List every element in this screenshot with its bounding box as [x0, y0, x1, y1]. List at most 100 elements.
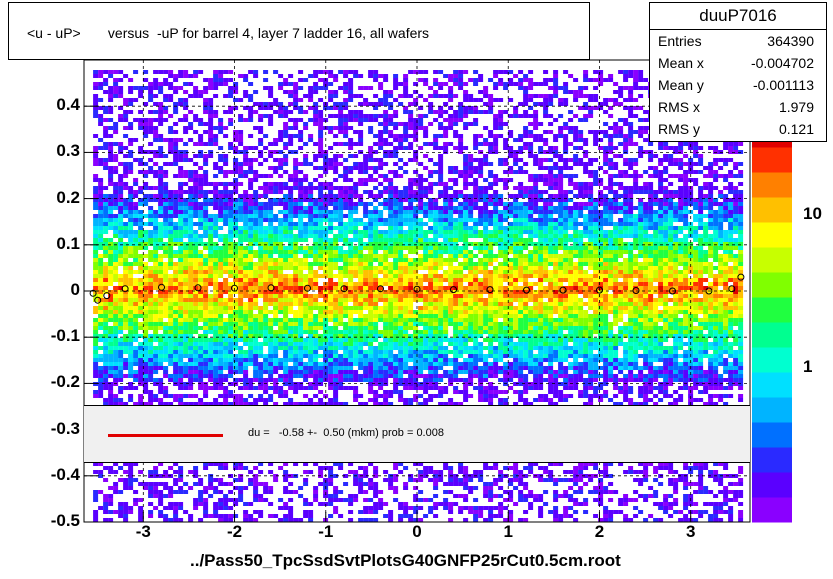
heatmap-cell — [368, 246, 374, 250]
heatmap-cell — [133, 326, 139, 330]
heatmap-cell — [228, 366, 234, 370]
heatmap-cell — [108, 118, 114, 122]
heatmap-cell — [128, 386, 134, 390]
heatmap-cell — [268, 270, 274, 274]
heatmap-cell — [303, 502, 309, 506]
heatmap-cell — [283, 350, 289, 354]
heatmap-cell — [293, 166, 299, 170]
heatmap-cell — [353, 118, 359, 122]
heatmap-cell — [168, 342, 174, 346]
heatmap-cell — [263, 318, 269, 322]
heatmap-cell — [263, 338, 269, 342]
heatmap-cell — [318, 138, 324, 142]
heatmap-cell — [273, 514, 279, 518]
heatmap-cell — [178, 222, 184, 226]
heatmap-cell — [103, 322, 109, 326]
heatmap-cell — [98, 270, 104, 274]
heatmap-cell — [338, 254, 344, 258]
heatmap-cell — [208, 378, 214, 382]
heatmap-cell — [273, 198, 279, 202]
heatmap-cell — [208, 118, 214, 122]
heatmap-cell — [258, 226, 264, 230]
heatmap-cell — [183, 82, 189, 86]
heatmap-cell — [148, 166, 154, 170]
heatmap-cell — [363, 330, 369, 334]
heatmap-cell — [158, 302, 164, 306]
heatmap-cell — [368, 222, 374, 226]
heatmap-cell — [408, 298, 414, 302]
heatmap-cell — [358, 290, 364, 294]
heatmap-cell — [93, 238, 99, 242]
heatmap-cell — [378, 382, 384, 386]
heatmap-cell — [213, 362, 219, 366]
heatmap-cell — [143, 274, 149, 278]
heatmap-cell — [293, 270, 299, 274]
heatmap-cell — [218, 346, 224, 350]
heatmap-cell — [103, 90, 109, 94]
heatmap-cell — [343, 386, 349, 390]
heatmap-cell — [228, 202, 234, 206]
heatmap-cell — [283, 274, 289, 278]
heatmap-cell — [268, 118, 274, 122]
heatmap-cell — [113, 214, 119, 218]
heatmap-cell — [413, 278, 419, 282]
heatmap-cell — [388, 370, 394, 374]
heatmap-cell — [293, 338, 299, 342]
heatmap-cell — [313, 202, 319, 206]
heatmap-cell — [233, 86, 239, 90]
heatmap-cell — [188, 346, 194, 350]
heatmap-cell — [178, 366, 184, 370]
heatmap-cell — [333, 162, 339, 166]
heatmap-cell — [258, 126, 264, 130]
heatmap-cell — [383, 322, 389, 326]
heatmap-cell — [243, 314, 249, 318]
heatmap-cell — [253, 290, 259, 294]
heatmap-cell — [263, 362, 269, 366]
heatmap-cell — [173, 490, 179, 494]
heatmap-cell — [173, 330, 179, 334]
heatmap-cell — [103, 302, 109, 306]
heatmap-cell — [133, 498, 139, 502]
heatmap-cell — [333, 374, 339, 378]
heatmap-cell — [253, 70, 259, 74]
heatmap-cell — [388, 254, 394, 258]
heatmap-cell — [108, 198, 114, 202]
heatmap-cell — [333, 294, 339, 298]
heatmap-cell — [308, 510, 314, 514]
heatmap-cell — [303, 402, 309, 406]
heatmap-cell — [203, 402, 209, 406]
heatmap-cell — [338, 126, 344, 130]
heatmap-cell — [263, 358, 269, 362]
heatmap-cell — [203, 498, 209, 502]
heatmap-cell — [178, 382, 184, 386]
heatmap-cell — [403, 90, 409, 94]
heatmap-cell — [333, 322, 339, 326]
heatmap-cell — [403, 326, 409, 330]
heatmap-cell — [203, 258, 209, 262]
heatmap-cell — [243, 302, 249, 306]
heatmap-cell — [153, 170, 159, 174]
heatmap-cell — [143, 386, 149, 390]
heatmap-cell — [103, 386, 109, 390]
heatmap-cell — [348, 110, 354, 114]
heatmap-cell — [238, 330, 244, 334]
heatmap-cell — [198, 142, 204, 146]
heatmap-cell — [318, 262, 324, 266]
heatmap-cell — [313, 214, 319, 218]
heatmap-cell — [368, 322, 374, 326]
heatmap-cell — [133, 370, 139, 374]
heatmap-cell — [388, 122, 394, 126]
heatmap-cell — [348, 98, 354, 102]
heatmap-cell — [313, 154, 319, 158]
heatmap-cell — [378, 330, 384, 334]
heatmap-cell — [178, 182, 184, 186]
heatmap-cell — [388, 346, 394, 350]
heatmap-cell — [123, 214, 129, 218]
heatmap-cell — [393, 186, 399, 190]
heatmap-cell — [388, 482, 394, 486]
heatmap-cell — [178, 154, 184, 158]
heatmap-cell — [288, 242, 294, 246]
heatmap-cell — [353, 370, 359, 374]
heatmap-cell — [323, 242, 329, 246]
heatmap-cell — [148, 214, 154, 218]
